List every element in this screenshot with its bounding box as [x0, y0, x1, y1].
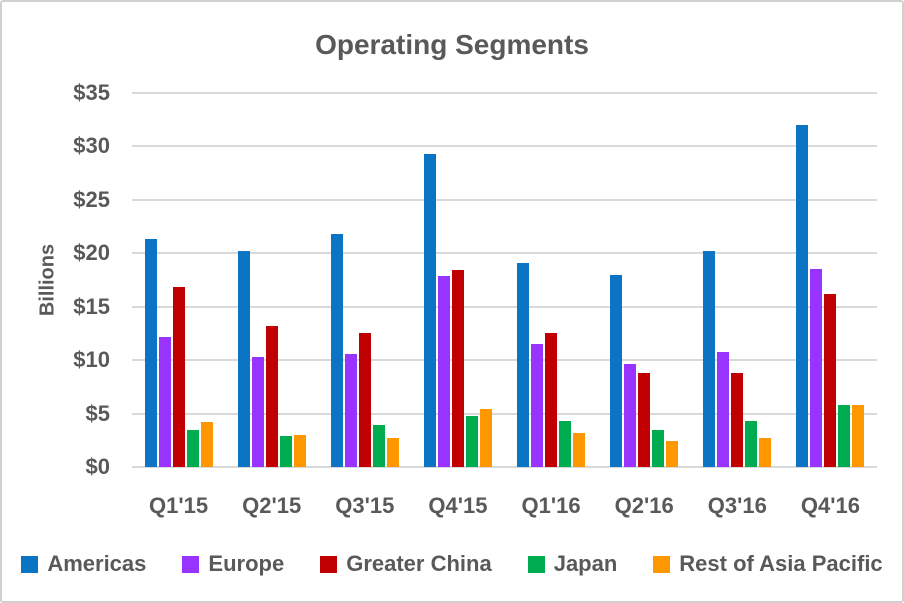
bar-europe-q2-15 — [251, 356, 264, 467]
x-tick-label: Q4'15 — [428, 493, 488, 518]
bar-japan-q3-15 — [372, 425, 385, 467]
bar-europe-q3-16 — [717, 351, 730, 467]
bar-group-q3-16 — [691, 93, 784, 467]
gridline — [132, 92, 877, 94]
legend-item-japan: Japan — [527, 551, 618, 577]
legend-item-americas: Americas — [21, 551, 146, 577]
x-tick-label: Q2'15 — [242, 493, 302, 518]
gridline — [132, 412, 877, 415]
bar-japan-q2-15 — [279, 436, 292, 467]
bar-group-q4-15 — [411, 93, 504, 467]
bar-americas-q1-15 — [144, 239, 157, 467]
legend-item-greater-china: Greater China — [320, 551, 492, 577]
bar-greater-china-q4-16 — [824, 293, 837, 467]
bar-americas-q4-15 — [423, 153, 436, 467]
legend-label: Americas — [47, 551, 147, 576]
legend-marker-japan — [527, 555, 545, 573]
bar-rest-of-asia-pacific-q4-16 — [852, 405, 865, 467]
bar-europe-q2-16 — [624, 364, 637, 467]
plot-area — [132, 92, 877, 468]
bar-japan-q4-15 — [465, 415, 478, 467]
bar-europe-q4-15 — [437, 275, 450, 467]
chart-title: Operating Segments — [315, 29, 589, 60]
legend-marker-americas — [21, 555, 39, 573]
legend-marker-europe — [182, 555, 200, 573]
bar-greater-china-q4-15 — [451, 270, 464, 467]
bar-japan-q1-16 — [559, 421, 572, 467]
bar-americas-q2-15 — [237, 251, 250, 467]
bar-rest-of-asia-pacific-q2-15 — [293, 434, 306, 467]
gridline — [132, 305, 877, 308]
bar-greater-china-q1-16 — [545, 333, 558, 467]
bar-group-q2-15 — [225, 93, 318, 467]
bar-americas-q2-16 — [610, 274, 623, 467]
bar-rest-of-asia-pacific-q4-15 — [479, 409, 492, 467]
bar-japan-q3-16 — [745, 421, 758, 467]
x-tick-label: Q2'16 — [614, 493, 674, 518]
bar-americas-q3-15 — [330, 234, 343, 467]
x-tick-label: Q3'15 — [335, 493, 395, 518]
y-tick-label: $15 — [73, 293, 110, 319]
bar-europe-q3-15 — [344, 353, 357, 467]
bar-europe-q1-16 — [531, 344, 544, 467]
legend-item-europe: Europe — [182, 551, 284, 577]
y-tick-label: $0 — [85, 454, 110, 479]
bar-group-q1-16 — [505, 93, 598, 467]
y-tick-label: $20 — [73, 240, 110, 266]
legend-label: Europe — [208, 551, 285, 576]
bar-group-q2-16 — [598, 93, 691, 467]
y-tick-label: $25 — [73, 186, 110, 212]
x-axis-line — [132, 466, 877, 468]
bar-greater-china-q2-15 — [265, 325, 278, 467]
bar-japan-q1-15 — [186, 429, 199, 467]
bar-americas-q3-16 — [703, 251, 716, 467]
bar-greater-china-q1-15 — [172, 287, 185, 467]
bar-rest-of-asia-pacific-q1-16 — [573, 432, 586, 467]
legend-marker-greater-china — [320, 555, 338, 573]
x-axis-tick-labels: Q1'15 Q2'15 Q3'15 Q4'15 Q1'16 Q2'16 Q3'16 Q4'16 — [132, 491, 877, 523]
gridline — [132, 252, 877, 255]
y-tick-label: $10 — [73, 347, 110, 373]
legend-label: Rest of Asia Pacific — [679, 551, 883, 576]
bar-group-q3-15 — [318, 93, 411, 467]
x-tick-label: Q1'15 — [149, 493, 209, 518]
bar-japan-q4-16 — [838, 405, 851, 467]
bar-japan-q2-16 — [652, 429, 665, 467]
bar-europe-q1-15 — [158, 336, 171, 467]
legend-label: Greater China — [346, 551, 492, 576]
bar-greater-china-q3-15 — [358, 333, 371, 467]
legend-label: Japan — [553, 551, 618, 576]
bar-rest-of-asia-pacific-q1-15 — [200, 422, 213, 467]
x-tick-label: Q4'16 — [800, 493, 860, 518]
bar-group-q1-15 — [132, 93, 225, 467]
gridline — [132, 145, 877, 148]
y-tick-label: $30 — [73, 133, 110, 159]
bar-rest-of-asia-pacific-q3-16 — [759, 438, 772, 467]
legend: Americas Europe Greater China Japan Rest of … — [2, 551, 902, 577]
x-tick-label: Q3'16 — [707, 493, 767, 518]
legend-marker-rest-of-asia-pacific — [653, 555, 671, 573]
y-tick-label: $35 — [73, 80, 110, 105]
bar-americas-q1-16 — [517, 262, 530, 467]
gridline — [132, 359, 877, 362]
gridline — [132, 198, 877, 201]
x-tick-label: Q1'16 — [521, 493, 581, 518]
bar-americas-q4-16 — [796, 125, 809, 467]
bar-greater-china-q3-16 — [731, 372, 744, 467]
legend-item-rest-of-asia-pacific: Rest of Asia Pacific — [653, 551, 883, 577]
bar-rest-of-asia-pacific-q2-16 — [666, 441, 679, 467]
y-axis-tick-labels: $0 $5 $10 $15 $20 $25 $30 $35 — [32, 80, 110, 479]
bar-europe-q4-16 — [810, 269, 823, 467]
bar-group-q4-16 — [784, 93, 877, 467]
bar-greater-china-q2-16 — [638, 372, 651, 467]
bar-rest-of-asia-pacific-q3-15 — [386, 438, 399, 467]
y-tick-label: $5 — [85, 400, 110, 426]
